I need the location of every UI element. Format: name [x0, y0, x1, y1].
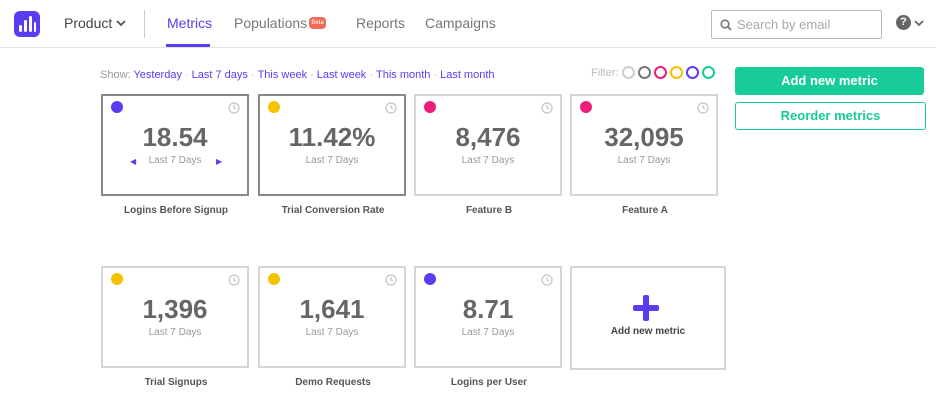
clock-icon[interactable]	[385, 274, 397, 286]
clock-icon[interactable]	[228, 274, 240, 286]
metric-value: 18.54	[142, 122, 208, 152]
search-icon	[720, 18, 732, 31]
metric-label: Trial Signups	[144, 377, 208, 388]
metric-period: Last 7 Days	[148, 327, 202, 338]
beta-badge: Beta	[309, 17, 326, 29]
add-new-metric-button[interactable]: Add new metric	[735, 67, 924, 95]
previous-period-arrow-icon[interactable]: ◀	[130, 157, 137, 166]
metric-period: Last 7 Days	[305, 155, 359, 166]
metric-card[interactable]: 8,476 Last 7 Days	[414, 94, 562, 196]
period-last-week[interactable]: Last week	[316, 69, 367, 81]
add-metric-card[interactable]: Add new metric	[570, 266, 726, 370]
nav-divider	[144, 10, 145, 38]
period-yesterday[interactable]: Yesterday	[133, 69, 182, 81]
reorder-metrics-button[interactable]: Reorder metrics	[735, 102, 926, 130]
period-last-7-days[interactable]: Last 7 days	[191, 69, 248, 81]
metric-label: Logins Before Signup	[124, 205, 228, 216]
filter-label: Filter:	[591, 66, 619, 79]
top-nav: Product Metrics Populations Beta Reports…	[0, 0, 936, 48]
color-filter: Filter:	[591, 66, 715, 79]
add-metric-card-label: Add new metric	[610, 326, 686, 337]
logo-icon[interactable]	[14, 11, 40, 37]
metric-value: 32,095	[604, 122, 684, 152]
metric-label: Demo Requests	[295, 377, 371, 388]
filter-dot-purple[interactable]	[685, 66, 699, 79]
metric-color-dot	[580, 101, 592, 113]
tab-campaigns[interactable]: Campaigns	[425, 15, 496, 31]
filter-dot-yellow[interactable]	[669, 66, 683, 79]
metric-period: Last 7 Days	[305, 327, 359, 338]
metric-label: Feature B	[465, 205, 513, 216]
search-box	[711, 10, 882, 39]
metric-card[interactable]: 8.71 Last 7 Days	[414, 266, 562, 368]
metric-card[interactable]: 1,641 Last 7 Days	[258, 266, 406, 368]
help-dropdown[interactable]: ?	[896, 15, 924, 30]
metric-card[interactable]: 11.42% Last 7 Days	[258, 94, 406, 196]
clock-icon[interactable]	[541, 274, 553, 286]
next-period-arrow-icon[interactable]: ▶	[216, 157, 223, 166]
metric-card[interactable]: 18.54 Last 7 Days ◀ ▶	[101, 94, 249, 196]
metric-value: 8,476	[455, 122, 521, 152]
metric-color-dot	[424, 273, 436, 285]
search-input[interactable]	[737, 17, 877, 32]
metric-label: Logins per User	[450, 377, 528, 388]
metric-card[interactable]: 1,396 Last 7 Days	[101, 266, 249, 368]
product-label: Product	[64, 15, 113, 31]
metric-value: 11.42%	[288, 122, 376, 152]
clock-icon[interactable]	[541, 102, 553, 114]
metric-card[interactable]: 32,095 Last 7 Days	[570, 94, 718, 196]
tab-reports[interactable]: Reports	[356, 15, 406, 31]
tab-metrics[interactable]: Metrics	[167, 15, 213, 31]
filter-dot-pink[interactable]	[653, 66, 667, 79]
metric-period: Last 7 Days	[617, 155, 671, 166]
period-this-month[interactable]: This month	[375, 69, 431, 81]
clock-icon[interactable]	[385, 102, 397, 114]
clock-icon[interactable]	[228, 102, 240, 114]
metric-color-dot	[268, 101, 280, 113]
product-dropdown[interactable]: Product	[64, 15, 126, 31]
period-selector: Show: Yesterday · Last 7 days · This week · La…	[100, 69, 495, 81]
help-icon: ?	[896, 15, 911, 30]
metric-value: 8.71	[462, 294, 514, 324]
plus-icon	[633, 295, 659, 321]
tab-populations[interactable]: Populations	[234, 15, 308, 31]
metric-period: Last 7 Days	[461, 327, 515, 338]
chevron-down-icon	[914, 19, 924, 26]
metric-label: Trial Conversion Rate	[281, 205, 385, 216]
period-this-week[interactable]: This week	[257, 69, 308, 81]
filter-dot-green[interactable]	[701, 66, 715, 79]
metric-color-dot	[111, 101, 123, 113]
metric-period: Last 7 Days	[148, 155, 202, 166]
metric-period: Last 7 Days	[461, 155, 515, 166]
filter-dot-dark[interactable]	[637, 66, 651, 79]
chevron-down-icon	[116, 20, 126, 27]
metric-value: 1,641	[299, 294, 365, 324]
show-label: Show:	[100, 69, 131, 81]
period-last-month[interactable]: Last month	[440, 69, 495, 81]
active-tab-indicator	[166, 44, 210, 47]
filter-dot-gray[interactable]	[621, 66, 635, 79]
metric-value: 1,396	[142, 294, 208, 324]
metric-color-dot	[268, 273, 280, 285]
metric-color-dot	[424, 101, 436, 113]
clock-icon[interactable]	[697, 102, 709, 114]
metric-color-dot	[111, 273, 123, 285]
metric-label: Feature A	[622, 205, 668, 216]
